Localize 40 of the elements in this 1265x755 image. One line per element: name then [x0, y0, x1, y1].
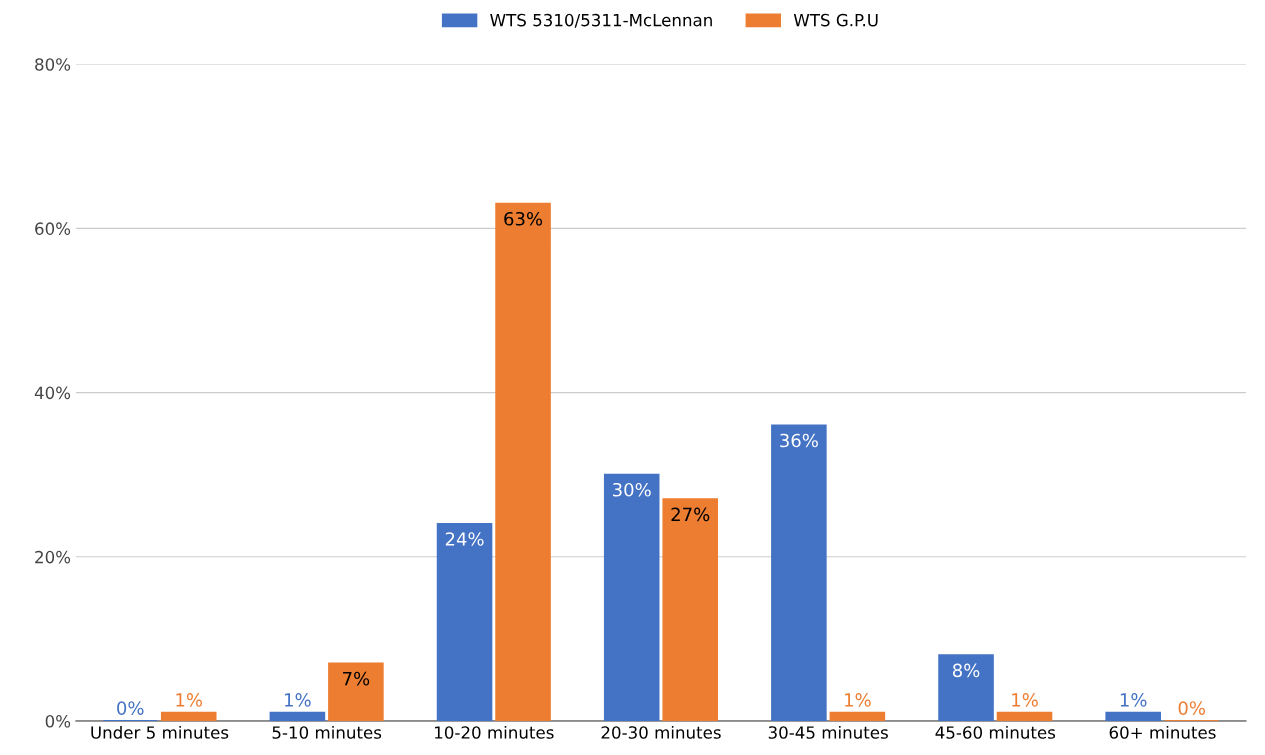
y-tick-label: 80%: [35, 58, 71, 71]
data-label: 7%: [343, 671, 370, 686]
y-tick-label: 0%: [45, 714, 71, 728]
bar: [771, 424, 827, 722]
bar: [996, 711, 1053, 722]
data-label: 1%: [1120, 693, 1147, 707]
legend-label: WTS 5310/5311-McLennan: [490, 13, 712, 28]
data-label: 1%: [845, 693, 871, 707]
y-tick-label: 40%: [34, 386, 71, 400]
data-label: 1%: [285, 693, 311, 707]
x-tick-label: 20-30 minutes: [601, 725, 721, 739]
x-tick-label: 45-60 minutes: [935, 725, 1056, 739]
data-label: 1%: [176, 693, 203, 707]
bar: [495, 202, 551, 722]
y-tick-label: 20%: [35, 550, 71, 564]
bar: [328, 662, 384, 722]
bar: [662, 498, 718, 722]
bar: [160, 711, 217, 722]
data-label: 0%: [1178, 701, 1206, 715]
bar: [269, 711, 326, 722]
data-label: 1%: [1012, 693, 1038, 707]
x-tick-label: 5-10 minutes: [272, 725, 382, 739]
data-label: 30%: [613, 482, 651, 497]
x-tick-label: 30-45 minutes: [768, 725, 888, 739]
data-label: 24%: [445, 532, 484, 546]
x-tick-label: Under 5 minutes: [91, 725, 229, 739]
y-tick-label: 60%: [35, 222, 71, 235]
data-label: 63%: [504, 211, 543, 226]
data-label: 8%: [952, 663, 980, 678]
x-tick-label: 60+ minutes: [1109, 725, 1216, 739]
bar: [829, 711, 886, 722]
bar: [603, 473, 660, 722]
x-tick-label: 10-20 minutes: [435, 725, 554, 739]
data-label: 0%: [117, 701, 144, 715]
bar: [436, 522, 493, 722]
legend-label: WTS G.P.U: [793, 13, 878, 27]
bar: [938, 654, 994, 722]
bar: [1105, 711, 1161, 722]
data-label: 27%: [671, 507, 710, 522]
data-label: 36%: [780, 433, 818, 448]
